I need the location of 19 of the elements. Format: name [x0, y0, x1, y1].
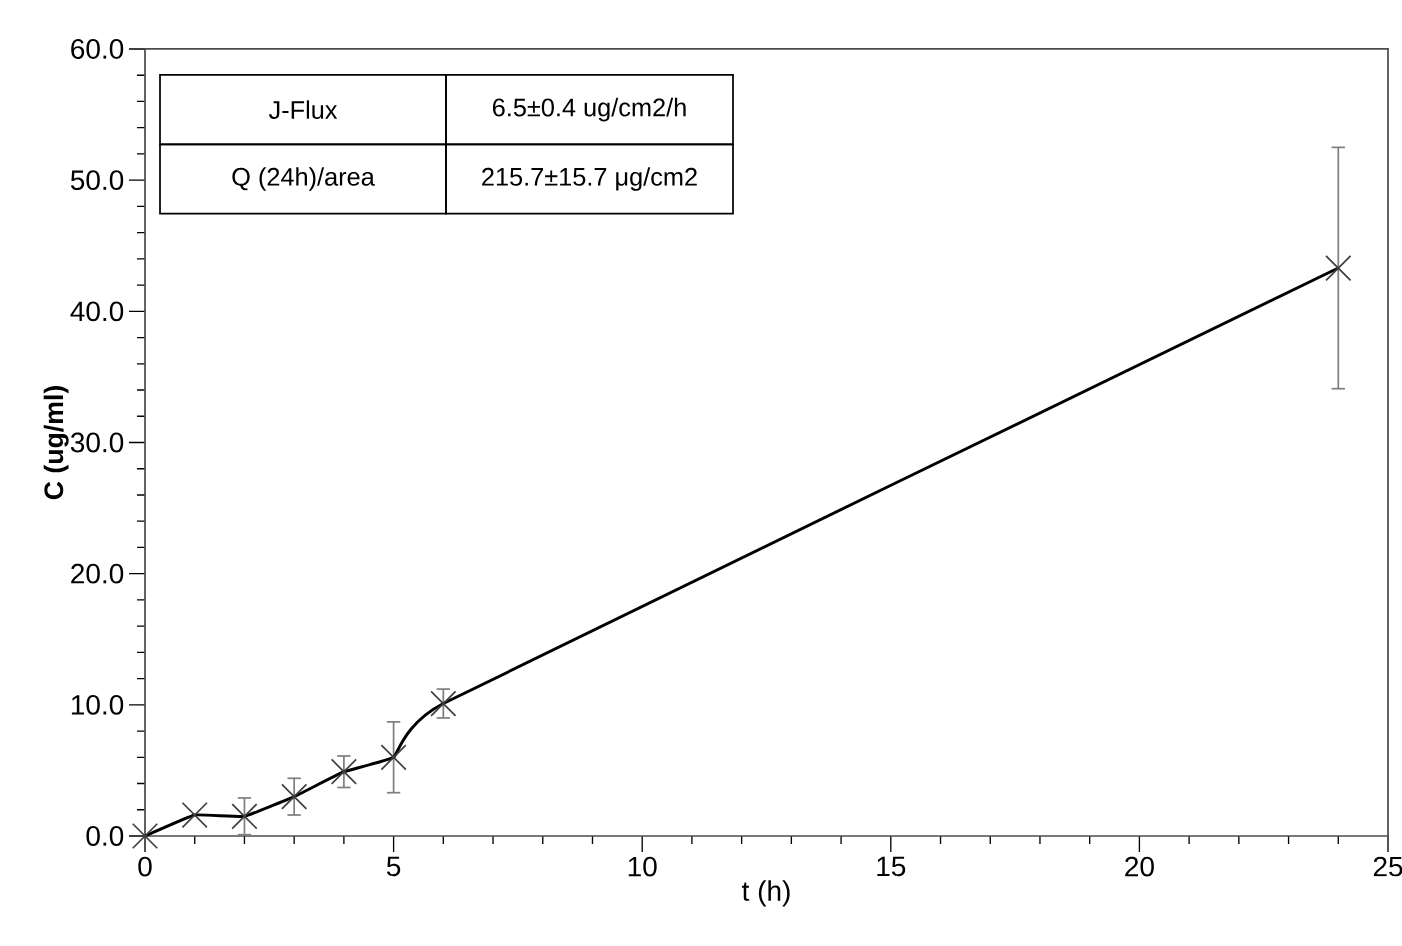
y-tick-label: 30.0 — [70, 432, 124, 453]
x-tick-label: 25 — [1373, 856, 1402, 877]
annotation: Q (24h)/area — [232, 167, 375, 191]
y-tick-label: 60.0 — [71, 39, 124, 59]
x-axis-title: t (h) — [742, 880, 790, 907]
y-axis-title: C (ug/ml) — [43, 386, 69, 500]
annotation: J-Flux — [268, 100, 338, 119]
y-tick-label: 0.0 — [86, 826, 124, 846]
y-tick-label: 40.0 — [70, 301, 124, 322]
y-tick-label: 20.0 — [71, 563, 124, 584]
x-tick-label: 10 — [628, 856, 657, 877]
x-tick-label: 20 — [1125, 856, 1154, 877]
y-tick-label: 10.0 — [71, 694, 124, 715]
x-tick-label: 15 — [877, 856, 906, 877]
annotation: 215.7±15.7 μg/cm2 — [482, 167, 697, 191]
y-tick-label: 50.0 — [70, 170, 124, 191]
x-tick-label: 5 — [386, 856, 401, 877]
x-tick-label: 0 — [138, 856, 152, 877]
annotation: 6.5±0.4 ug/cm2/h — [492, 97, 686, 122]
